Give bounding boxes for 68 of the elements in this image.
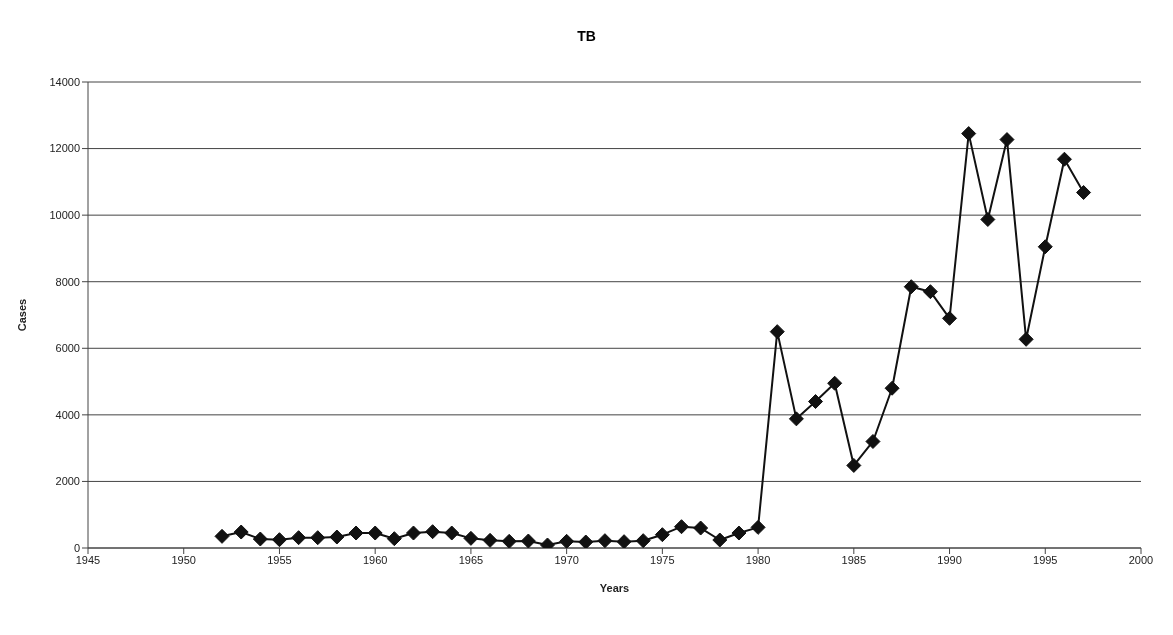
- y-tick-label: 10000: [49, 209, 80, 222]
- point: [961, 126, 977, 142]
- point: [463, 530, 479, 546]
- y-tick-label: 2000: [55, 475, 80, 488]
- x-tick-label: 1965: [458, 553, 484, 566]
- point: [846, 457, 862, 473]
- x-tick-label: 1950: [171, 553, 196, 566]
- point: [788, 411, 804, 427]
- point: [942, 310, 958, 326]
- point: [903, 279, 919, 295]
- point: [501, 533, 517, 548]
- point: [865, 433, 881, 449]
- x-tick-label: 1960: [362, 553, 388, 566]
- point: [654, 527, 670, 543]
- point: [520, 533, 536, 548]
- chart-title: TB: [576, 28, 597, 44]
- point: [329, 529, 345, 545]
- y-tick-label: 6000: [55, 342, 80, 355]
- point: [808, 394, 824, 410]
- y-tick-label: 4000: [55, 408, 80, 421]
- x-tick-label: 1975: [650, 553, 675, 566]
- point: [769, 324, 785, 340]
- x-tick-label: 2000: [1128, 553, 1154, 566]
- point: [635, 533, 651, 548]
- point: [425, 524, 441, 540]
- point: [233, 524, 249, 540]
- point: [578, 534, 594, 548]
- point: [731, 525, 747, 541]
- point: [405, 525, 421, 541]
- point: [1056, 151, 1072, 167]
- point: [444, 525, 460, 541]
- point: [693, 520, 709, 536]
- point: [271, 532, 287, 548]
- point: [616, 534, 632, 548]
- x-tick-label: 1990: [937, 553, 962, 566]
- x-tick-label: 1985: [841, 553, 867, 566]
- x-axis-title: Years: [599, 582, 630, 594]
- point: [482, 532, 498, 548]
- point: [214, 528, 230, 544]
- point: [597, 533, 613, 548]
- point: [1076, 185, 1092, 201]
- y-tick-label: 12000: [49, 142, 80, 155]
- point: [252, 531, 268, 547]
- x-tick-label: 1970: [554, 553, 579, 566]
- point: [348, 525, 364, 541]
- x-tick-label: 1945: [75, 553, 101, 566]
- y-axis-title: Cases: [15, 298, 28, 332]
- point: [386, 531, 402, 547]
- point: [367, 525, 383, 541]
- x-tick-label: 1955: [267, 553, 292, 566]
- x-tick-label: 1980: [745, 553, 771, 566]
- y-tick-label: 0: [73, 541, 80, 554]
- point: [1018, 331, 1034, 347]
- point: [559, 533, 575, 548]
- point: [712, 532, 728, 548]
- point: [922, 284, 938, 300]
- point: [310, 530, 326, 546]
- y-tick-label: 8000: [55, 275, 80, 288]
- y-tick-label: 14000: [49, 75, 80, 88]
- point: [999, 132, 1015, 148]
- x-tick-label: 1995: [1033, 553, 1058, 566]
- point: [884, 380, 900, 396]
- point: [1037, 239, 1053, 255]
- point: [750, 519, 766, 535]
- point: [291, 530, 307, 546]
- point: [827, 375, 843, 391]
- point: [674, 519, 690, 535]
- point: [980, 211, 996, 227]
